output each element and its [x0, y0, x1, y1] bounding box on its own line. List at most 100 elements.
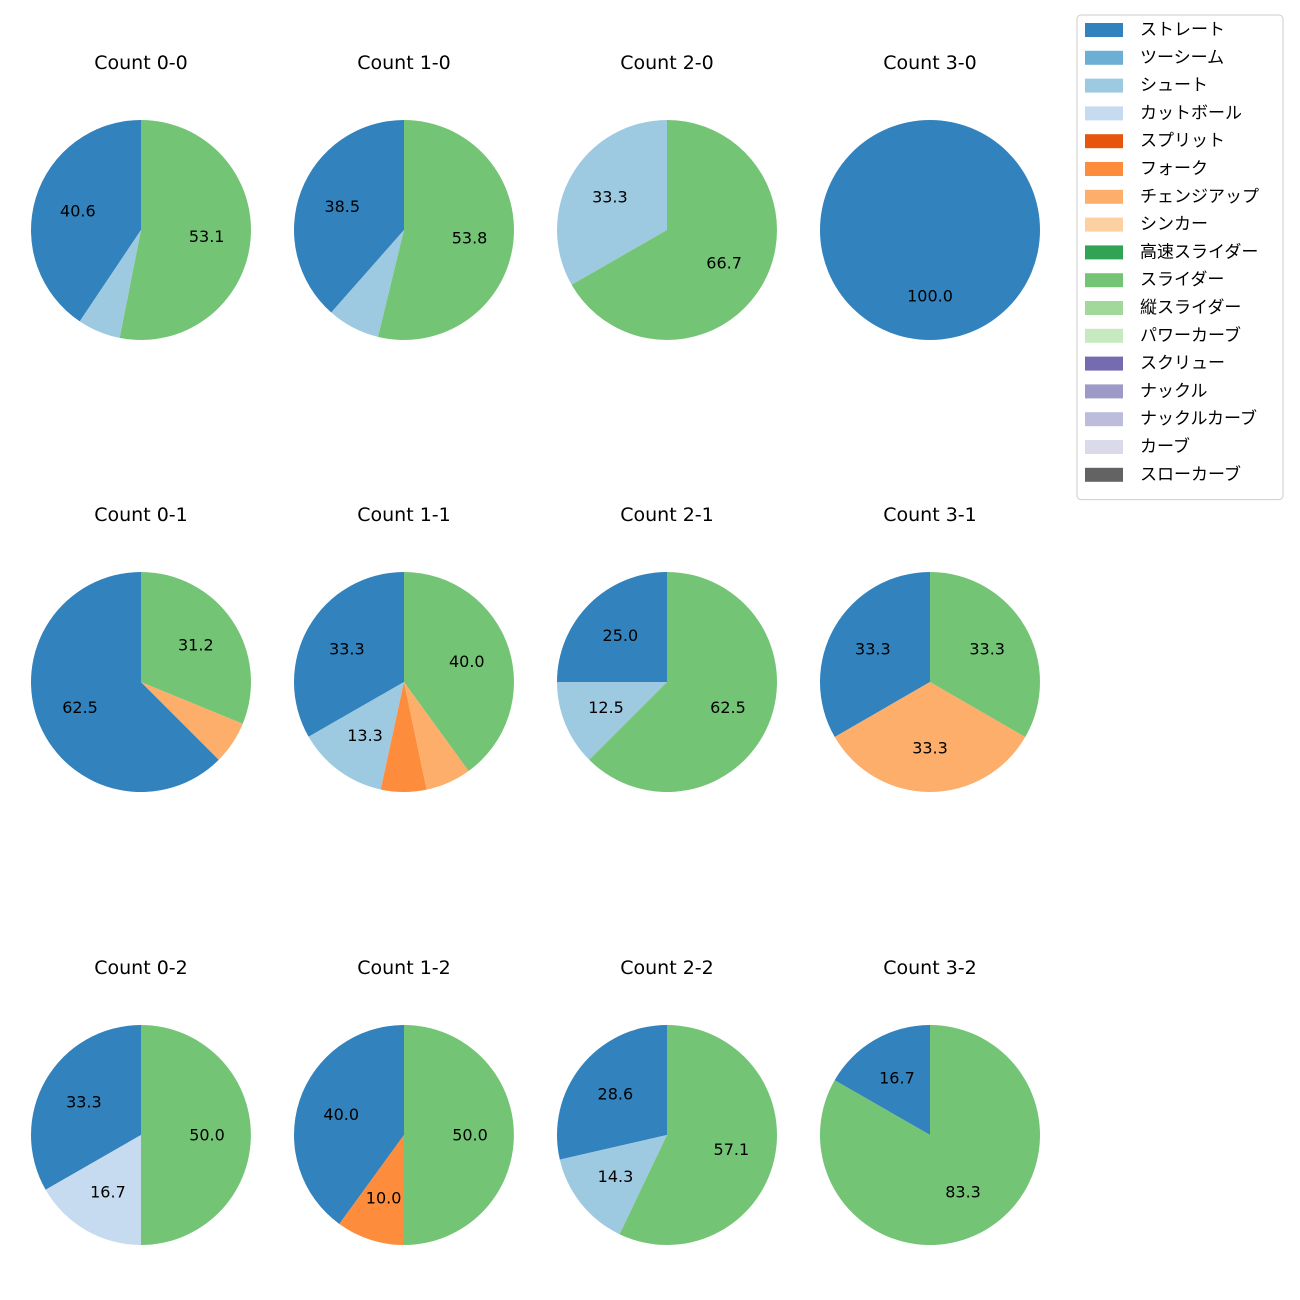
count-2-0-slice-1	[571, 120, 777, 340]
count-1-1-title: Count 1-1	[357, 504, 451, 526]
count-0-1-pie: Count 0-1 62.5 31.2	[30, 504, 251, 792]
count-1-2-pie: Count 1-2 40.0 10.0 50.0	[294, 957, 514, 1245]
count-3-0-pie: Count 3-0 100.0	[820, 52, 1040, 340]
legend-swatch-15	[1085, 440, 1123, 454]
count-0-2-label-2: 50.0	[189, 1126, 225, 1145]
count-1-2-label-2: 50.0	[452, 1126, 488, 1145]
count-0-2-slice-1	[45, 1135, 141, 1245]
count-3-1-slice-2	[930, 572, 1040, 737]
legend-swatch-2	[1085, 78, 1123, 93]
legend-swatch-4	[1085, 134, 1123, 149]
count-2-2-pie: Count 2-2 28.6 14.3 57.1	[557, 957, 777, 1245]
count-0-2-label-1: 16.7	[90, 1183, 126, 1202]
legend-label-6: チェンジアップ	[1140, 187, 1259, 207]
count-1-0-slice-2	[377, 120, 514, 340]
legend-swatch-16	[1085, 467, 1123, 482]
count-2-2-label-2: 57.1	[714, 1140, 750, 1159]
count-3-2-title: Count 3-2	[883, 957, 977, 979]
legend-label-3: カットボール	[1140, 103, 1242, 123]
count-2-2-label-0: 28.6	[598, 1084, 634, 1103]
legend-swatch-1	[1085, 50, 1123, 65]
count-3-1-label-2: 33.3	[969, 640, 1005, 659]
legend-label-14: ナックルカーブ	[1140, 408, 1257, 429]
legend-label-11: パワーカーブ	[1140, 325, 1241, 346]
count-3-2-label-0: 16.7	[879, 1068, 915, 1087]
count-2-1-title: Count 2-1	[620, 504, 714, 526]
count-3-1-label-1: 33.3	[912, 739, 948, 758]
count-1-1-slice-4	[404, 572, 515, 771]
legend-swatch-3	[1085, 106, 1123, 121]
count-3-1-slice-0	[820, 572, 930, 737]
count-2-2-title: Count 2-2	[620, 957, 714, 979]
count-1-1-slice-2	[380, 682, 427, 792]
legend-label-1: ツーシーム	[1140, 48, 1224, 68]
count-3-1-label-0: 33.3	[855, 640, 891, 659]
count-0-2-pie: Count 0-2 33.3 16.7 50.0	[30, 957, 251, 1245]
legend-label-0: ストレート	[1140, 20, 1225, 40]
count-1-2-slice-0	[294, 1025, 404, 1224]
legend-label-9: スライダー	[1140, 270, 1224, 290]
count-1-1-pie: Count 1-1 33.3 13.3 40.0	[294, 504, 515, 792]
count-0-0-slice-1	[79, 230, 141, 338]
count-3-2-label-1: 83.3	[945, 1183, 981, 1202]
count-2-1-pie: Count 2-1 25.0 12.5 62.5	[557, 504, 778, 792]
legend-swatch-6	[1085, 189, 1123, 204]
count-1-1-label-0: 33.3	[329, 639, 365, 658]
count-1-0-slice-0	[294, 120, 404, 313]
count-0-2-slice-2	[141, 1025, 251, 1245]
count-1-0-label-2: 53.8	[452, 228, 488, 247]
count-0-2-label-0: 33.3	[66, 1092, 102, 1111]
legend-label-13: ナックル	[1140, 381, 1208, 401]
count-3-2-slice-0	[834, 1025, 930, 1135]
count-0-1-slice-2	[141, 572, 251, 724]
count-2-2-slice-2	[619, 1025, 777, 1245]
count-1-1-slice-1	[308, 682, 404, 790]
legend-swatch-8	[1085, 245, 1123, 260]
legend-swatch-14	[1085, 412, 1123, 427]
count-2-2-label-1: 14.3	[598, 1167, 634, 1186]
legend-swatch-9	[1085, 273, 1123, 288]
count-0-1-title: Count 0-1	[94, 504, 188, 526]
count-0-0-slice-0	[31, 120, 141, 322]
count-0-1-slice-0	[30, 572, 219, 792]
count-2-2-slice-1	[559, 1135, 667, 1235]
legend-label-16: スローカーブ	[1140, 464, 1241, 485]
count-2-1-label-0: 25.0	[603, 626, 639, 645]
count-2-0-label-0: 33.3	[592, 187, 628, 206]
legend-swatch-12	[1085, 356, 1123, 371]
legend-label-7: シンカー	[1140, 215, 1208, 235]
count-2-1-slice-1	[557, 682, 667, 760]
count-0-0-slice-2	[119, 119, 252, 341]
legend-swatch-5	[1085, 162, 1123, 176]
count-0-0-pie: Count 0-0 40.6 53.1	[31, 52, 252, 341]
legend-swatch-13	[1085, 384, 1123, 399]
count-1-2-slice-1	[339, 1135, 404, 1245]
count-3-2-slice-1	[819, 1025, 1040, 1245]
count-0-1-label-0: 62.5	[62, 698, 98, 717]
count-1-0-title: Count 1-0	[357, 52, 451, 74]
count-2-0-title: Count 2-0	[620, 52, 714, 74]
legend-label-15: カーブ	[1140, 436, 1190, 457]
legend-label-12: スクリュー	[1140, 354, 1225, 374]
count-2-1-label-2: 62.5	[710, 698, 746, 717]
count-2-0-label-1: 66.7	[706, 254, 742, 273]
count-0-0-label-2: 53.1	[189, 227, 225, 246]
legend-swatch-0	[1085, 23, 1123, 37]
legend-swatch-10	[1085, 301, 1123, 315]
count-0-2-slice-0	[30, 1025, 142, 1190]
count-1-2-title: Count 1-2	[357, 957, 451, 979]
legend-swatch-7	[1085, 217, 1123, 232]
legend: ストレートツーシームシュートカットボールスプリットフォークチェンジアップシンカー…	[1076, 14, 1284, 501]
count-0-1-label-2: 31.2	[178, 636, 214, 655]
count-2-1-label-1: 12.5	[588, 698, 624, 717]
legend-label-8: 高速スライダー	[1140, 242, 1258, 262]
count-1-0-slice-1	[331, 230, 404, 337]
count-2-2-slice-0	[557, 1025, 667, 1160]
count-1-1-label-1: 13.3	[347, 726, 383, 745]
count-2-0-pie: Count 2-0 33.3 66.7	[556, 52, 777, 340]
legend-frame	[1076, 14, 1284, 501]
legend-label-5: フォーク	[1140, 159, 1208, 179]
count-3-0-slice-0	[820, 120, 1040, 340]
count-3-0-title: Count 3-0	[883, 52, 977, 74]
